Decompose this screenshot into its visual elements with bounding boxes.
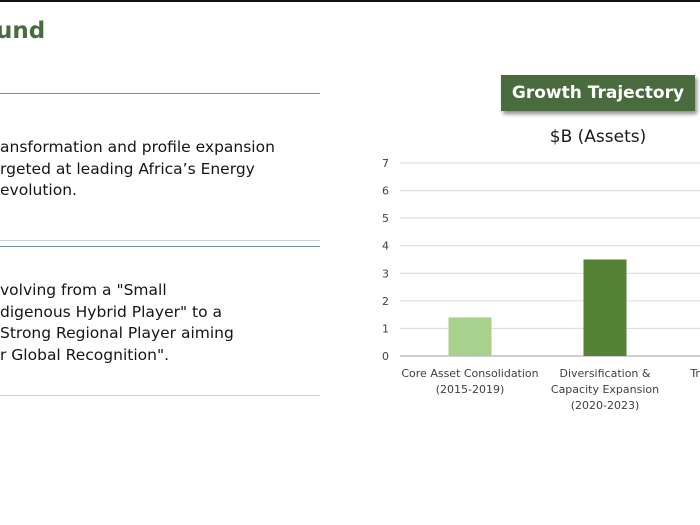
y-tick-label: 4 <box>382 240 389 253</box>
y-tick-label: 3 <box>382 267 389 280</box>
divider-top <box>0 93 320 94</box>
x-tick-label: Diversification & Capacity Expansion (2020… <box>551 367 659 412</box>
bar <box>448 317 492 356</box>
x-tick-label: Core Asset Consolidation (2015-2019) <box>401 367 538 396</box>
paragraph-line: Strong Regional Player aiming <box>0 324 234 342</box>
divider-middle <box>0 246 320 247</box>
divider-middle-light <box>0 240 320 241</box>
slide-heading: und <box>0 18 46 44</box>
x-tick-label: Tran <box>689 367 700 380</box>
chart-title: $B (Assets) <box>550 127 646 147</box>
paragraph-line: evolution. <box>0 181 77 199</box>
bar <box>583 259 627 356</box>
y-tick-label: 5 <box>382 212 389 225</box>
paragraph-line: volving from a "Small <box>0 281 167 299</box>
y-tick-label: 2 <box>382 295 389 308</box>
y-tick-label: 7 <box>382 157 389 170</box>
paragraph-line: rgeted at leading Africa’s Energy <box>0 159 255 178</box>
y-tick-label: 0 <box>382 350 389 363</box>
paragraph-evolution: volving from a "Small digenous Hybrid Pl… <box>0 280 234 366</box>
y-tick-label: 1 <box>382 322 389 335</box>
paragraph-line: ansformation and profile expansion <box>0 138 275 156</box>
paragraph-transformation: ansformation and profile expansion rgete… <box>0 137 275 202</box>
divider-bottom <box>0 395 320 396</box>
y-tick-label: 6 <box>382 185 389 198</box>
growth-trajectory-badge: Growth Trajectory <box>501 75 695 111</box>
paragraph-line: digenous Hybrid Player" to a <box>0 302 223 321</box>
top-border <box>0 0 700 2</box>
paragraph-line: r Global Recognition". <box>0 345 170 364</box>
